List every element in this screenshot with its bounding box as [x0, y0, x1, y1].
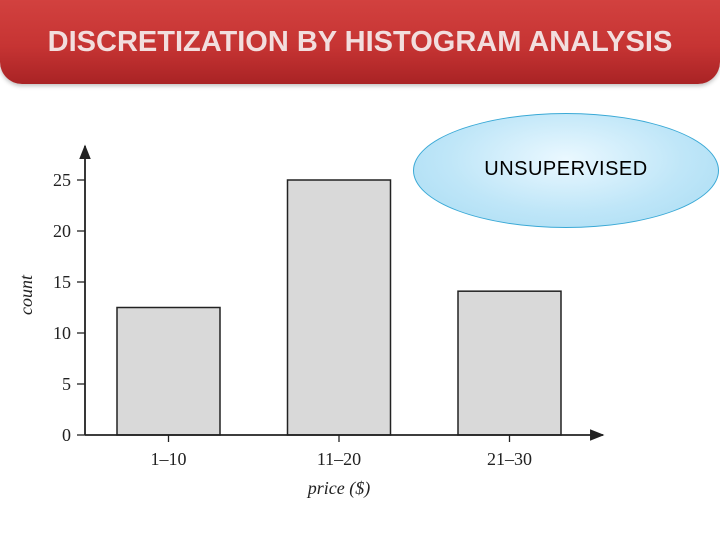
unsupervised-badge: UNSUPERVISED [413, 113, 719, 228]
x-tick-label: 21–30 [487, 449, 532, 469]
x-axis-label: price ($) [306, 478, 370, 499]
x-tick-label: 11–20 [317, 449, 361, 469]
y-tick-label: 15 [53, 272, 71, 292]
y-tick-label: 20 [53, 221, 71, 241]
y-tick-label: 25 [53, 170, 71, 190]
y-tick-label: 0 [62, 425, 71, 445]
y-tick-label: 10 [53, 323, 71, 343]
y-axis-label: count [16, 274, 36, 315]
x-ticks: 1–10 11–20 21–30 [151, 435, 532, 469]
y-ticks: 0 5 10 15 20 25 [53, 170, 85, 445]
title-banner: DISCRETIZATION BY HISTOGRAM ANALYSIS [0, 0, 720, 84]
bar-1 [116, 306, 221, 436]
bars-layer [116, 179, 562, 436]
x-tick-label: 1–10 [151, 449, 187, 469]
bar-3 [457, 290, 562, 436]
y-tick-label: 5 [62, 374, 71, 394]
badge-label: UNSUPERVISED [484, 158, 648, 180]
bar-2 [286, 179, 392, 436]
slide-title: DISCRETIZATION BY HISTOGRAM ANALYSIS [47, 26, 673, 58]
